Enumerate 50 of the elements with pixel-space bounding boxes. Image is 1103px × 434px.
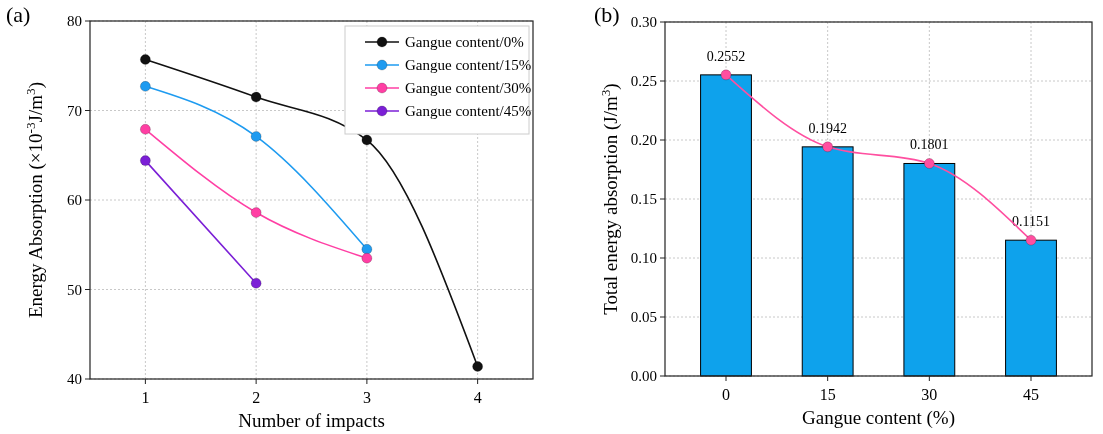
y-tick-label: 0.00 [630, 368, 657, 385]
y-tick-label: 0.15 [630, 191, 657, 208]
point [250, 207, 262, 219]
y-tick-label: 0.30 [630, 14, 657, 31]
point [472, 360, 484, 372]
data-label: 0.1801 [910, 137, 949, 153]
point [361, 252, 373, 264]
point [822, 141, 834, 153]
x-tick-label: 1 [141, 389, 150, 406]
x-axis-title: Number of impacts [238, 410, 385, 431]
data-label: 0.1942 [808, 120, 847, 136]
point [139, 123, 151, 135]
point [720, 69, 732, 81]
point [250, 277, 262, 289]
x-axis-title: Gangue content (%) [802, 407, 955, 429]
legend-label: Gangue content/30% [405, 80, 532, 97]
x-tick-label: 3 [362, 389, 371, 406]
y-tick-label: 40 [67, 371, 82, 388]
point [361, 134, 373, 146]
y-tick-label: 50 [67, 281, 82, 298]
legend-label: Gangue content/45% [405, 103, 532, 120]
chart-title: (a) [6, 2, 31, 27]
x-tick-label: 0 [722, 386, 730, 403]
legend-label: Gangue content/15% [405, 57, 532, 74]
bar [1005, 239, 1057, 377]
x-tick-label: 45 [1023, 386, 1039, 403]
x-tick-label: 15 [819, 386, 836, 403]
y-tick-label: 0.05 [630, 309, 657, 326]
x-tick-label: 30 [921, 386, 938, 403]
point [139, 155, 151, 167]
bar [903, 162, 956, 377]
y-tick-label: 0.25 [630, 73, 657, 90]
y-tick-label: 60 [67, 192, 82, 209]
data-label: 0.2552 [706, 48, 746, 64]
y-tick-label: 80 [67, 13, 82, 30]
y-tick-label: 0.10 [630, 250, 657, 267]
y-tick-label: 70 [67, 102, 82, 119]
y-tick-label: 0.20 [630, 132, 657, 149]
data-label: 0.1151 [1012, 214, 1050, 230]
point [923, 157, 935, 169]
legend-label: Gangue content/0% [405, 34, 524, 51]
point [250, 130, 262, 142]
point [139, 53, 151, 65]
x-tick-label: 2 [252, 389, 261, 406]
point [361, 243, 373, 255]
point [1025, 234, 1037, 246]
point [139, 80, 151, 92]
chart-title: (b) [594, 2, 620, 27]
point [250, 91, 262, 103]
x-tick-label: 4 [473, 389, 482, 406]
